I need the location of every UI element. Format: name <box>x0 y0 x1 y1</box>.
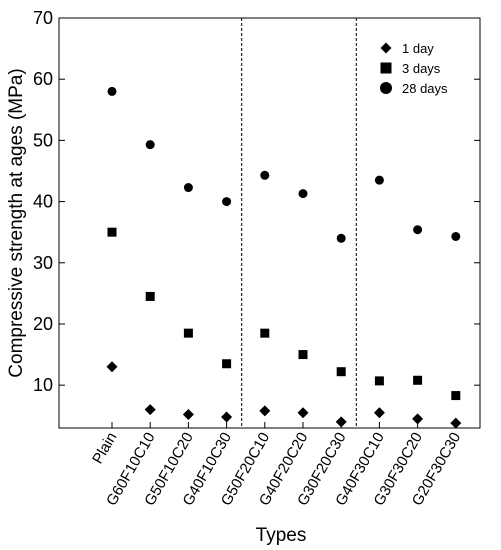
data-point-circle <box>451 231 461 241</box>
data-point-square <box>298 350 308 360</box>
data-point-diamond <box>412 413 424 425</box>
data-point-diamond <box>221 411 233 423</box>
y-tick-label: 40 <box>33 192 53 212</box>
plot-frame <box>58 17 481 429</box>
data-point-square <box>145 291 155 301</box>
data-point-square <box>260 328 270 338</box>
x-axis-title: Types <box>256 525 307 546</box>
data-point-square <box>336 367 346 377</box>
data-point-diamond <box>144 404 156 416</box>
x-tick-label: Plain <box>89 430 120 467</box>
data-point-square <box>374 376 384 386</box>
legend-marker-diamond <box>380 42 392 54</box>
data-point-circle <box>145 140 155 150</box>
y-tick-label: 30 <box>33 253 53 273</box>
data-point-circle <box>260 170 270 180</box>
data-markers <box>106 86 462 429</box>
data-point-square <box>451 391 461 401</box>
y-tick-label: 20 <box>33 314 53 334</box>
data-point-diamond <box>297 407 309 419</box>
x-axis: PlainG60F10C10G50F10C20G40F10C30G50F20C1… <box>89 422 464 509</box>
y-tick-label: 50 <box>33 130 53 150</box>
legend-marker-circle <box>380 82 392 94</box>
legend-label: 1 day <box>402 41 434 56</box>
y-tick-label: 60 <box>33 69 53 89</box>
legend-label: 3 days <box>402 61 441 76</box>
data-point-circle <box>222 197 232 207</box>
y-tick-label: 70 <box>33 8 53 28</box>
y-axis: 10 20 30 40 50 60 70 <box>33 8 480 395</box>
data-point-circle <box>374 175 384 185</box>
data-point-circle <box>107 86 117 96</box>
data-point-diamond <box>450 417 462 429</box>
data-point-diamond <box>259 405 271 417</box>
legend-marker-square <box>380 62 392 74</box>
legend-label: 28 days <box>402 81 448 96</box>
data-point-diamond <box>106 361 118 373</box>
data-point-square <box>107 227 117 237</box>
data-point-diamond <box>373 407 385 419</box>
legend: 1 day 3 days 28 days <box>380 41 448 96</box>
data-point-square <box>413 375 423 385</box>
data-point-diamond <box>182 409 194 421</box>
data-point-circle <box>413 225 423 235</box>
data-point-square <box>183 328 193 338</box>
y-axis-title: Compressive strength at ages (MPa) <box>6 68 27 377</box>
separator-lines <box>241 18 357 428</box>
data-point-circle <box>298 189 308 199</box>
data-point-square <box>222 359 232 369</box>
data-point-diamond <box>335 416 347 428</box>
data-point-circle <box>336 233 346 243</box>
data-point-circle <box>183 183 193 193</box>
y-tick-label: 10 <box>33 375 53 395</box>
